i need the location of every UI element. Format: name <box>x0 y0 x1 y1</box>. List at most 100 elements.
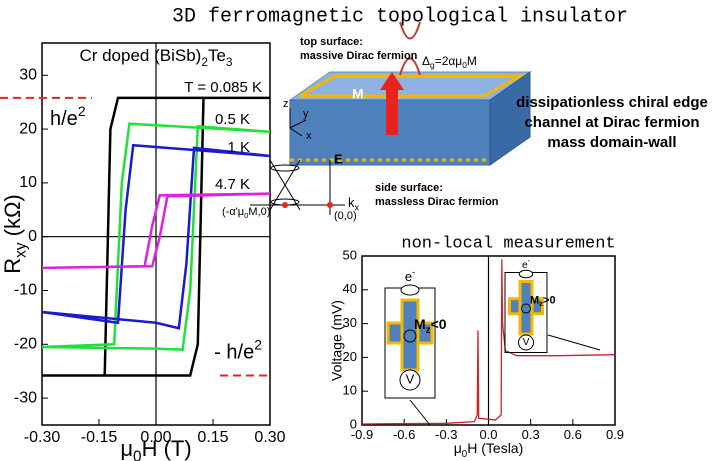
x-tick-label: 0.6 <box>564 427 582 442</box>
label: y <box>303 108 309 120</box>
label-part: Δ <box>422 54 430 68</box>
label: E <box>334 151 343 166</box>
y-tick-label: -30 <box>14 389 37 406</box>
annotation: - h/e2 <box>214 336 262 364</box>
pointer <box>547 334 601 351</box>
label-part: =2αμ <box>435 54 463 68</box>
x-tick-label: -0.15 <box>81 429 118 446</box>
source <box>518 269 534 279</box>
chart-title: non-local measurement <box>401 234 615 253</box>
series-label: 1 K <box>227 139 250 156</box>
y-tick-label: 20 <box>343 349 357 364</box>
y-tick-label: -20 <box>14 336 37 353</box>
meter <box>518 334 534 351</box>
label-part: k <box>348 195 355 210</box>
x-tick-label: 0.30 <box>254 429 285 446</box>
y-label-part: (kΩ) <box>0 194 25 242</box>
x-tick-label: 0.9 <box>606 427 624 442</box>
label: dissipationless chiral edge <box>516 94 708 111</box>
chart-title-part: Cr doped (BiSb) <box>79 46 201 65</box>
x-label-part: 0 <box>133 449 142 461</box>
label-part: (-α'μ <box>222 206 244 218</box>
carrier-label-part: - <box>412 267 415 277</box>
y-tick-label: 10 <box>19 174 37 191</box>
hall-bar <box>518 280 534 336</box>
meter <box>399 369 421 391</box>
label: massive Dirac fermion <box>300 50 418 62</box>
x-label: μ0H (T) <box>120 436 191 461</box>
series-line <box>41 122 271 351</box>
cone-top <box>270 164 300 172</box>
label: M <box>352 86 364 102</box>
label-part: g <box>430 60 435 70</box>
carrier-label-part: - <box>528 257 531 265</box>
y-tick-label: 20 <box>19 120 37 137</box>
point <box>282 202 288 208</box>
moment-label-part: M <box>530 294 539 306</box>
slab-side <box>489 71 531 166</box>
point <box>327 202 333 208</box>
label: z <box>283 98 289 110</box>
slab <box>250 21 532 215</box>
y-tick-label: -10 <box>14 282 37 299</box>
moment-label-part: M <box>414 316 426 332</box>
label: channel at Dirac fermion <box>524 114 699 131</box>
dirac-gap <box>399 21 421 76</box>
label: Δg=2αμ0M <box>422 54 477 70</box>
moment-label-part: <0 <box>431 316 447 332</box>
moment-symbol <box>403 329 417 343</box>
moment-label: Mz<0 <box>414 316 447 336</box>
label: x <box>306 130 312 142</box>
moment-label-part: >0 <box>543 294 556 306</box>
label: side surface: <box>375 182 443 194</box>
edge-channel <box>299 74 526 98</box>
x-tick-label: 0.00 <box>140 429 171 446</box>
carrier-label: e- <box>522 257 531 271</box>
label: kx <box>348 195 360 213</box>
carrier-label-part: e <box>405 269 412 284</box>
label-part: x <box>355 203 360 213</box>
dirac-cone <box>269 159 301 211</box>
series-line <box>42 96 270 377</box>
chart-title-part: 3 <box>226 55 233 69</box>
y-tick-label: 30 <box>19 67 37 84</box>
x-tick-label: 0.3 <box>522 427 540 442</box>
annotation-part: - h/e <box>214 342 254 364</box>
x-tick-label: -0.9 <box>351 427 373 442</box>
moment-label: Mz>0 <box>530 294 556 308</box>
annotation-part: 2 <box>254 336 262 352</box>
x-tick-label: 0.0 <box>479 427 497 442</box>
y-tick-label: 10 <box>343 383 357 398</box>
chart-title-part: Te <box>208 46 226 65</box>
moment-symbol <box>521 303 531 314</box>
x-tick-label: -0.3 <box>435 427 457 442</box>
label-part: M,0) <box>248 206 270 218</box>
series-line <box>361 259 616 425</box>
series-label: T = 0.085 K <box>184 79 262 96</box>
label-part: 0 <box>462 60 467 70</box>
axes-icon <box>289 108 307 137</box>
carrier-label: e- <box>405 267 415 284</box>
y-tick-label: 50 <box>343 247 357 262</box>
x-label-part: μ <box>454 440 462 456</box>
moment-label-part: z <box>426 324 431 335</box>
pointer <box>409 399 431 426</box>
figure-title: 3D ferromagnetic topological insulator <box>172 5 628 28</box>
x-tick-label: 0.15 <box>197 429 228 446</box>
annotation-part: 2 <box>78 103 86 119</box>
y-tick-label: 0 <box>350 416 357 431</box>
x-tick-label: -0.6 <box>393 427 415 442</box>
label-part: 0 <box>244 211 248 220</box>
meter-label: V <box>406 371 415 386</box>
series-line <box>41 192 271 270</box>
series-label: 4.7 K <box>215 176 250 193</box>
meter-label: V <box>523 337 530 348</box>
y-tick-label: 0 <box>28 228 37 245</box>
label: mass domain-wall <box>547 134 676 151</box>
source <box>400 284 420 296</box>
annotation-part: h/e <box>50 108 78 130</box>
label: (-α'μ0M,0) <box>222 206 270 220</box>
y-label-part: xy <box>13 242 30 258</box>
moment-label-part: z <box>539 299 543 308</box>
